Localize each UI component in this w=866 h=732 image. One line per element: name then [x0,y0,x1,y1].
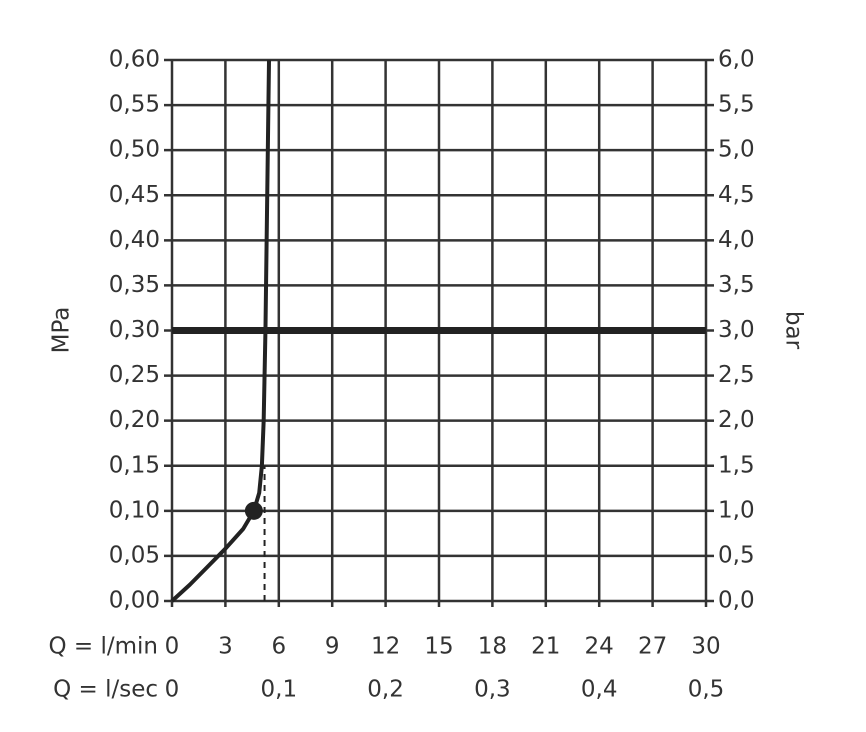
x-tick-label: 21 [531,634,560,660]
y2-tick-label: 2,5 [718,362,755,388]
y2-tick-label: 3,0 [718,317,755,343]
y-tick-label: 0,30 [109,317,160,343]
y-tick-label: 0,20 [109,407,160,433]
x-tick-label: 24 [585,634,614,660]
y2-axis-label: bar [781,311,807,350]
x-tick-label: 9 [325,634,340,660]
y-tick-label: 0,40 [109,227,160,253]
x-tick-label: 3 [218,634,233,660]
y-axis-label: MPa [49,307,75,354]
x2-tick-label: 0 [165,677,180,703]
flow-curve [170,59,272,603]
y2-tick-label: 2,0 [718,407,755,433]
y-tick-label: 0,60 [109,47,160,73]
x-tick-label: 18 [478,634,507,660]
y-tick-label: 0,00 [109,588,160,614]
x-tick-label: 0 [165,634,180,660]
y2-tick-label: 4,5 [718,182,755,208]
y2-tick-label: 5,5 [718,92,755,118]
x-tick-label: 30 [691,634,720,660]
y2-tick-label: 0,5 [718,542,755,568]
y-tick-label: 0,55 [109,92,160,118]
y2-tick-label: 0,0 [718,588,755,614]
y2-tick-label: 4,0 [718,227,755,253]
x2-tick-label: 0,2 [367,677,404,703]
x-tick-label: 6 [271,634,286,660]
x-tick-label: 12 [371,634,400,660]
y-tick-label: 0,45 [109,182,160,208]
x2-tick-label: 0,3 [474,677,511,703]
x-tick-label: 15 [424,634,453,660]
x-tick-label: 27 [638,634,667,660]
y-tick-label: 0,25 [109,362,160,388]
y2-tick-label: 3,5 [718,272,755,298]
y2-tick-label: 1,0 [718,497,755,523]
marker [244,501,263,520]
y-tick-label: 0,35 [109,272,160,298]
y-tick-label: 0,05 [109,542,160,568]
x2-tick-label: 0,4 [581,677,618,703]
x-axis-label: Q = l/min [48,634,158,660]
x2-tick-label: 0,1 [261,677,298,703]
y2-tick-label: 1,5 [718,452,755,478]
x2-axis-label: Q = l/sec [53,677,158,703]
y-tick-label: 0,50 [109,137,160,163]
y2-tick-label: 6,0 [718,47,755,73]
y-tick-label: 0,10 [109,497,160,523]
x2-tick-label: 0,5 [688,677,725,703]
y-tick-label: 0,15 [109,452,160,478]
y2-tick-label: 5,0 [718,137,755,163]
